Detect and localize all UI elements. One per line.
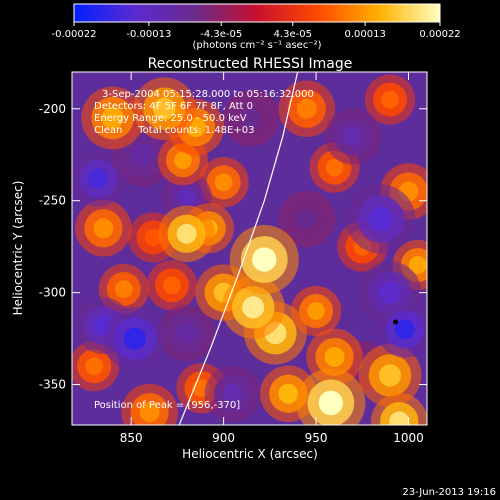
- image-blob-core: [85, 357, 104, 376]
- colorbar: -0.00022 -0.00013 -4.3e-05 4.3e-05 0.00013 0.…: [52, 3, 461, 51]
- image-blob-core: [318, 390, 344, 416]
- x-tick-label: 1000: [393, 431, 424, 445]
- header-annotations: 3-Sep-2004 05:15:28.000 to 05:16:32.000 …: [94, 89, 314, 136]
- image-blob-core: [381, 90, 399, 109]
- y-tick-label: -250: [39, 194, 66, 208]
- image-blob-core: [296, 98, 317, 119]
- image-blob-core: [252, 247, 277, 272]
- y-tick-label: -200: [39, 102, 66, 116]
- x-axis-label: Heliocentric X (arcsec): [182, 447, 318, 461]
- image-blob-core: [389, 411, 410, 425]
- image-blob-core: [114, 280, 133, 298]
- annotation-energy: Energy Range: 25.0 - 50.0 keV: [94, 113, 247, 124]
- peak-label: Position of Peak = [956,-370]: [94, 400, 240, 411]
- image-blob-core: [214, 173, 233, 192]
- colorbar-tick-label: -0.00013: [126, 29, 171, 40]
- colorbar-tick-label: 0.00013: [344, 29, 385, 40]
- colorbar-tick-label: -0.00022: [52, 29, 97, 40]
- image-blob-core: [222, 383, 243, 404]
- image-blob-core: [325, 158, 344, 177]
- image-blob-core: [177, 188, 196, 206]
- image-blob-core: [242, 296, 265, 319]
- peak-marker: [393, 319, 399, 325]
- image-blob-core: [176, 223, 197, 244]
- image-blob-core: [162, 276, 181, 295]
- image-blob-core: [307, 302, 325, 320]
- image-blob-core: [144, 228, 163, 247]
- image-blob-core: [87, 168, 108, 189]
- footer-date: 23-Jun-2013 19:16: [402, 487, 496, 498]
- x-tick-label: 900: [212, 431, 235, 445]
- colorbar-tick-label: -4.3e-05: [200, 29, 242, 40]
- annotation-time: 3-Sep-2004 05:15:28.000 to 05:16:32.000: [102, 89, 314, 100]
- solar-limb-line: [178, 72, 299, 425]
- image-blob-core: [368, 206, 393, 232]
- image-blob-core: [241, 107, 262, 128]
- image-blob-core: [93, 218, 114, 239]
- image-blob-core: [378, 281, 402, 304]
- image-blob-core: [153, 97, 176, 120]
- image-blob-core: [278, 383, 299, 404]
- y-axis-label: Heliocentric Y (arcsec): [11, 181, 25, 316]
- plot-frame: [71, 71, 428, 426]
- colorbar-ticks: -0.00022 -0.00013 -4.3e-05 4.3e-05 0.00013 0.…: [52, 22, 461, 40]
- image-blob-core: [101, 106, 124, 130]
- y-tick-label: -300: [39, 286, 66, 300]
- x-tick-label: 850: [120, 431, 143, 445]
- image-blob-core: [176, 323, 197, 344]
- colorbar-gradient: [73, 3, 441, 23]
- colorbar-tick-label: 0.00022: [419, 29, 460, 40]
- image-blob-core: [123, 327, 146, 350]
- colorbar-tick-label: 4.3e-05: [274, 29, 312, 40]
- image-blob-core: [296, 209, 317, 230]
- x-tick-label: 950: [305, 431, 328, 445]
- annotation-counts: Clean Total counts: 1.48E+03: [94, 125, 254, 136]
- image-blob-core: [343, 126, 364, 147]
- chart-title: Reconstructed RHESSI Image: [148, 56, 353, 72]
- image-blob-core: [324, 346, 345, 367]
- image-blob-core: [408, 256, 427, 274]
- image-blob-core: [174, 151, 192, 170]
- image-blob-core: [131, 143, 154, 166]
- y-axis: -200 -250 -300 -350: [39, 102, 427, 392]
- x-axis: 850 900 950 1000: [120, 72, 424, 445]
- y-tick-label: -350: [39, 378, 66, 392]
- image-blob-core: [394, 319, 415, 340]
- colorbar-unit: (photons cm⁻² s⁻¹ asec⁻²): [192, 40, 321, 51]
- annotation-detectors: Detectors: 4F 5F 6F 7F 8F, Att 0: [94, 101, 253, 112]
- image-blob-core: [378, 364, 402, 387]
- image-blob-core: [139, 402, 160, 423]
